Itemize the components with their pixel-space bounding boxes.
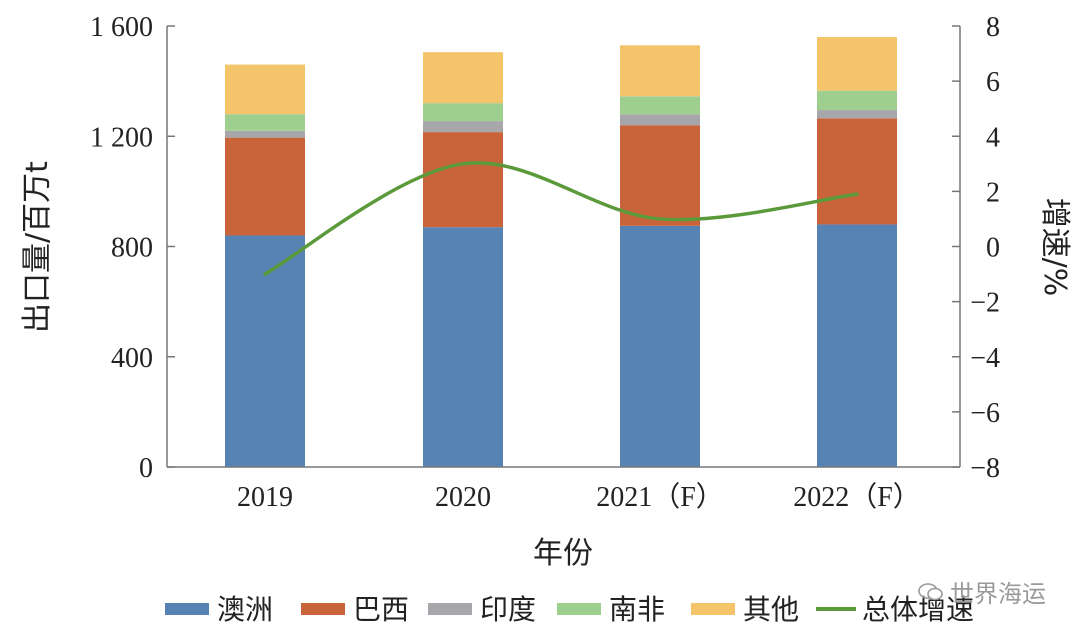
bar-segment (620, 45, 700, 97)
x-tick-label: 2021（F） (596, 481, 724, 513)
bar-segment (423, 132, 503, 228)
y2-tick-label: 6 (986, 67, 1000, 98)
y-tick-label: 1 600 (90, 12, 153, 43)
bar-segment (817, 118, 897, 225)
line-group (263, 161, 859, 276)
watermark-text: 世界海运 (950, 580, 1046, 608)
legend-label: 印度 (480, 593, 536, 626)
bar-segment (817, 110, 897, 119)
bar-segment (423, 103, 503, 122)
bar-segment (225, 130, 305, 138)
legend-swatch (165, 603, 209, 615)
y-tick-label: 800 (111, 233, 153, 264)
y2-tick-label: −6 (970, 398, 1000, 429)
y-tick-label: 1 200 (90, 122, 153, 153)
legend: 澳洲 巴西 印度 南非 其他 总体增速 (165, 593, 974, 626)
legend-label: 澳洲 (217, 593, 273, 626)
legend-swatch (691, 603, 735, 615)
y-tick-label: 0 (139, 453, 153, 484)
growth-line (263, 161, 859, 276)
bar-segment (620, 225, 700, 467)
wechat-icon (918, 582, 943, 600)
bar-segment (225, 114, 305, 131)
x-tick-label: 2020 (435, 482, 491, 513)
bar-segment (620, 114, 700, 126)
x-axis-title: 年份 (533, 536, 593, 571)
x-tick-label: 2019 (237, 482, 293, 513)
bar-segment (817, 90, 897, 111)
legend-swatch (301, 603, 345, 615)
y-tick-label: 400 (111, 343, 153, 374)
y2-tick-label: 4 (986, 122, 1000, 153)
y2-tick-label: 8 (986, 12, 1000, 43)
y2-tick-label: −2 (970, 288, 1000, 319)
watermark: 世界海运 (918, 574, 1046, 609)
y2-tick-label: 2 (986, 177, 1000, 208)
bar-segment (225, 64, 305, 115)
y-axis-title: 出口量/百万t (20, 161, 55, 333)
legend-label: 南非 (609, 593, 665, 626)
bar-segment (817, 224, 897, 467)
bars-group (225, 37, 897, 467)
y2-tick-label: 0 (986, 233, 1000, 264)
bar-segment (225, 137, 305, 236)
y2-tick-label: −4 (970, 343, 1000, 374)
bar-segment (620, 96, 700, 115)
bar-segment (423, 227, 503, 467)
legend-label: 巴西 (353, 593, 409, 626)
bar-segment (225, 235, 305, 467)
legend-swatch (557, 603, 601, 615)
y2-axis-title: 增速/% (1037, 198, 1072, 297)
legend-label: 总体增速 (862, 593, 974, 626)
bar-segment (423, 121, 503, 133)
x-tick-label: 2022（F） (793, 481, 921, 513)
bar-segment (620, 125, 700, 226)
bar-segment (423, 52, 503, 104)
axes-group: 0 400 800 1 200 1 600 −8 −6 −4 −2 0 2 4 6 8 2019 2020 20… (90, 12, 1000, 513)
legend-swatch (428, 603, 472, 615)
legend-label: 其他 (743, 593, 799, 626)
y2-tick-label: −8 (970, 453, 1000, 484)
bar-segment (817, 37, 897, 91)
